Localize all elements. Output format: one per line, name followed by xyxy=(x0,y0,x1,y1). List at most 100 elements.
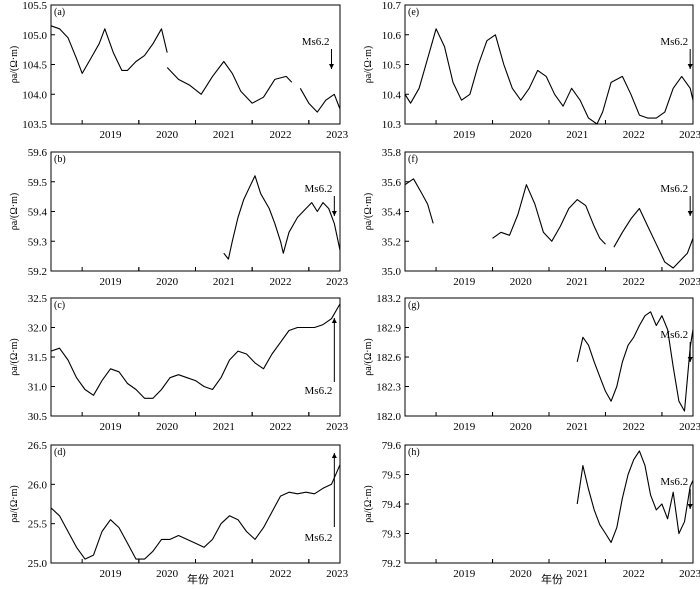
plot-frame xyxy=(50,297,341,417)
panel-f: 35.0 35.2 35.4 35.6 35.8 2019 2020 2021 2022 2023… xyxy=(363,147,700,288)
y-tick-label: 182.9 xyxy=(376,323,401,335)
y-axis-label: ρa/(Ω·m) xyxy=(9,193,20,230)
plot-frame xyxy=(404,297,694,417)
annotation-arrowhead xyxy=(331,318,337,323)
series-line-3 xyxy=(299,88,341,113)
x-tick-label: 2020 xyxy=(156,568,179,580)
y-tick-label: 32.5 xyxy=(28,293,48,305)
y-tick-label: 104.0 xyxy=(22,89,47,101)
panel-a: 103.5 104.0 104.5 105.0 105.5 2019 2020 2021 202… xyxy=(9,0,349,141)
x-tick-label: 2021 xyxy=(213,421,235,433)
x-tick-label: 2022 xyxy=(623,421,645,433)
series-line-1 xyxy=(404,178,434,224)
annotation-arrowhead xyxy=(331,211,337,216)
x-tick-label: 2022 xyxy=(270,129,292,141)
x-axis-label-left: 年份 xyxy=(187,572,209,586)
y-tick-label: 59.4 xyxy=(28,207,48,219)
y-tick-label: 35.6 xyxy=(382,177,402,189)
x-tick-label: 2022 xyxy=(270,421,292,433)
y-tick-label: 59.5 xyxy=(28,177,48,189)
x-tick-label: 2022 xyxy=(270,568,292,580)
x-tick-label: 2020 xyxy=(510,568,533,580)
x-tick-label: 2023 xyxy=(326,276,349,288)
y-tick-label: 25.5 xyxy=(28,519,48,531)
y-tick-label: 103.5 xyxy=(22,119,47,131)
panel-letter: (f) xyxy=(408,154,418,165)
series-line-1 xyxy=(50,464,341,560)
y-tick-label: 59.6 xyxy=(28,147,48,159)
series-line-2 xyxy=(492,184,606,245)
x-tick-label: 2021 xyxy=(566,568,588,580)
y-tick-label: 30.5 xyxy=(28,411,48,423)
x-tick-label: 2022 xyxy=(623,568,645,580)
y-tick-label: 10.3 xyxy=(382,119,402,131)
x-tick-label: 2022 xyxy=(270,276,292,288)
series-line-2 xyxy=(166,60,293,104)
annotation-arrowhead xyxy=(331,453,337,458)
annotation-arrowhead xyxy=(687,357,693,362)
y-tick-label: 182.0 xyxy=(376,411,401,423)
x-tick-label: 2019 xyxy=(453,568,476,580)
plot-frame xyxy=(404,151,694,272)
y-tick-label: 10.7 xyxy=(382,0,402,12)
y-tick-label: 35.0 xyxy=(382,266,402,278)
plot-frame xyxy=(50,4,341,125)
annotation-arrowhead xyxy=(329,64,334,69)
panel-letter: (h) xyxy=(408,447,420,458)
x-tick-label: 2023 xyxy=(679,568,700,580)
y-tick-label: 25.0 xyxy=(28,558,48,570)
y-tick-label: 59.2 xyxy=(28,266,47,278)
x-tick-label: 2020 xyxy=(156,421,179,433)
panel-letter: (b) xyxy=(54,154,66,165)
y-tick-label: 79.5 xyxy=(382,470,402,482)
series-line-1 xyxy=(576,450,694,543)
x-tick-label: 2019 xyxy=(100,129,123,141)
y-axis-label: ρa/(Ω·m) xyxy=(9,485,20,522)
panel-h: 79.2 79.3 79.4 79.5 79.6 2019 2020 2021 2022 2023… xyxy=(363,440,700,580)
x-tick-label: 2019 xyxy=(100,276,123,288)
x-tick-label: 2023 xyxy=(326,129,349,141)
series-line-1 xyxy=(223,175,341,260)
y-tick-label: 105.5 xyxy=(22,0,47,12)
y-axis-label: ρa/(Ω·m) xyxy=(9,46,20,83)
y-axis-label: ρa/(Ω·m) xyxy=(363,46,374,83)
x-tick-label: 2020 xyxy=(156,276,179,288)
y-tick-label: 105.0 xyxy=(22,30,47,42)
annotation-arrowhead xyxy=(687,64,693,69)
y-tick-label: 79.4 xyxy=(382,499,402,511)
earthquake-annotation: Ms6.2 xyxy=(660,36,688,48)
x-axis-label-right: 年份 xyxy=(541,572,563,586)
y-tick-label: 35.4 xyxy=(382,207,402,219)
annotation-arrowhead xyxy=(687,211,693,216)
x-tick-label: 2022 xyxy=(623,129,645,141)
x-tick-label: 2021 xyxy=(566,129,588,141)
y-tick-label: 79.3 xyxy=(382,529,402,541)
earthquake-annotation: Ms6.2 xyxy=(660,476,688,488)
earthquake-annotation: Ms6.2 xyxy=(305,385,333,397)
panel-letter: (d) xyxy=(54,447,66,458)
x-tick-label: 2023 xyxy=(679,276,700,288)
y-tick-label: 10.6 xyxy=(382,30,402,42)
panel-letter: (g) xyxy=(408,300,420,311)
y-axis-label: ρa/(Ω·m) xyxy=(9,338,20,375)
series-line-3 xyxy=(613,207,694,269)
x-tick-label: 2019 xyxy=(100,568,123,580)
panel-g: 182.0 182.3 182.6 182.9 183.2 2019 2020 2021 202… xyxy=(363,293,700,433)
panel-letter: (a) xyxy=(54,7,65,18)
series-line-1 xyxy=(50,25,168,74)
x-tick-label: 2023 xyxy=(679,129,700,141)
y-axis-label: ρa/(Ω·m) xyxy=(363,193,374,230)
y-tick-label: 26.0 xyxy=(28,479,48,491)
chart-panels: 103.5 104.0 104.5 105.0 105.5 2019 2020 2021 202… xyxy=(9,0,700,580)
earthquake-annotation: Ms6.2 xyxy=(305,532,333,544)
annotation-arrowhead xyxy=(687,504,693,509)
y-tick-label: 79.6 xyxy=(382,440,402,452)
earthquake-annotation: Ms6.2 xyxy=(660,329,688,341)
x-tick-label: 2020 xyxy=(156,129,179,141)
earthquake-annotation: Ms6.2 xyxy=(302,36,330,48)
x-tick-label: 2021 xyxy=(213,568,235,580)
y-tick-label: 59.3 xyxy=(28,236,48,248)
y-tick-label: 10.5 xyxy=(382,60,402,72)
plot-frame xyxy=(50,444,341,564)
